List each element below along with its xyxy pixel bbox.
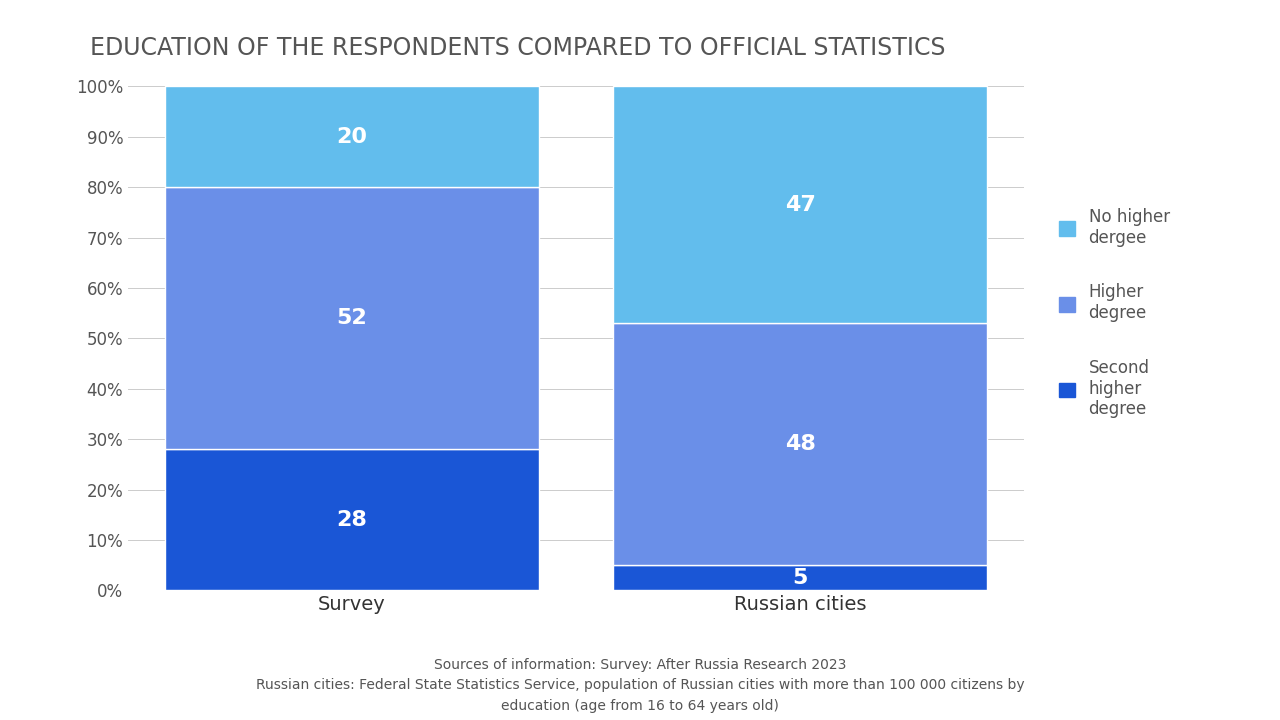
Bar (165, 449, 539, 590)
Text: Sources of information: Survey: After Russia Research 2023
Russian cities: Feder: Sources of information: Survey: After Ru… (256, 657, 1024, 713)
Text: 20: 20 (337, 127, 367, 147)
Legend: No higher
dergee, Higher
degree, Second
higher
degree: No higher dergee, Higher degree, Second … (1051, 199, 1178, 427)
Text: 52: 52 (337, 308, 367, 328)
Text: 28: 28 (337, 510, 367, 530)
Bar (613, 323, 987, 565)
Text: 5: 5 (792, 568, 808, 588)
Text: EDUCATION OF THE RESPONDENTS COMPARED TO OFFICIAL STATISTICS: EDUCATION OF THE RESPONDENTS COMPARED TO… (90, 36, 945, 60)
Text: 47: 47 (785, 195, 815, 215)
Text: 48: 48 (785, 434, 815, 454)
Bar (165, 86, 539, 187)
Bar (613, 86, 987, 323)
Bar (165, 187, 539, 449)
Bar (613, 565, 987, 590)
